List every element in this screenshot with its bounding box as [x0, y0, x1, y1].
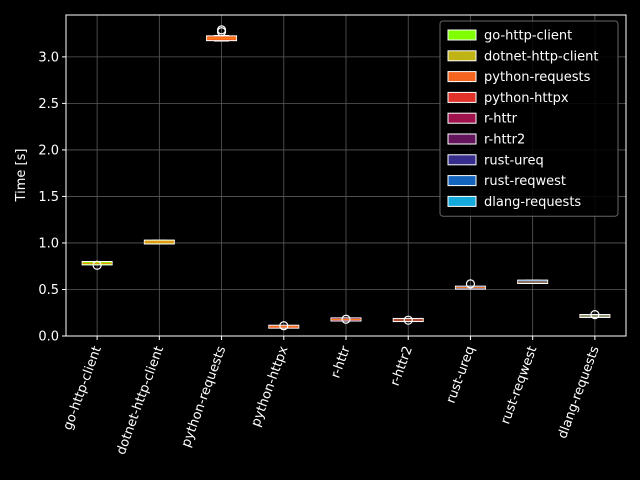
legend-label-python-httpx: python-httpx [484, 91, 569, 106]
box-rust-ureq [454, 279, 486, 290]
y-tick-label: 1.0 [38, 236, 59, 251]
legend-label-dotnet-http-client: dotnet-http-client [484, 49, 598, 64]
legend-label-go-http-client: go-http-client [484, 29, 572, 44]
legend: go-http-client dotnet-http-client python-r… [439, 20, 619, 217]
box-dlang-requests [579, 310, 611, 320]
legend-label-rust-reqwest: rust-reqwest [484, 174, 566, 189]
legend-label-python-requests: python-requests [484, 70, 591, 85]
y-tick-label: 2.5 [38, 97, 59, 112]
legend-swatch-r-httr [447, 112, 477, 124]
legend-swatch-python-requests [447, 71, 477, 83]
legend-swatch-dlang-requests [447, 195, 477, 207]
y-tick-label: 3.0 [38, 50, 59, 65]
box-flier [92, 260, 102, 270]
box-python-requests [206, 25, 238, 42]
legend-swatch-rust-ureq [447, 154, 477, 166]
legend-swatch-go-http-client [447, 29, 477, 41]
box-flier [216, 25, 227, 35]
y-tick-label: 0.0 [38, 330, 59, 345]
box-flier [341, 314, 351, 324]
legend-frame [439, 20, 619, 217]
boxes [81, 25, 611, 331]
box-go-http-client [81, 260, 113, 270]
box-rust-reqwest [517, 279, 549, 284]
box-flier [403, 315, 413, 325]
y-tick-label: 2.0 [38, 143, 59, 158]
y-tick-label: 1.5 [38, 190, 59, 205]
box-flier [465, 279, 476, 289]
legend-label-rust-ureq: rust-ureq [484, 153, 544, 168]
box-python-httpx [268, 321, 300, 331]
legend-swatch-r-httr2 [447, 133, 477, 145]
box-flier [590, 310, 600, 320]
legend-label-r-httr2: r-httr2 [484, 133, 525, 148]
box-r-httr2 [392, 315, 424, 325]
legend-swatch-rust-reqwest [447, 175, 477, 187]
legend-label-dlang-requests: dlang-requests [484, 195, 581, 210]
box-r-httr [330, 314, 362, 324]
legend-label-r-httr: r-httr [484, 112, 518, 127]
legend-swatch-python-httpx [447, 91, 477, 103]
y-tick-label: 0.5 [38, 283, 59, 298]
box-flier [279, 321, 289, 331]
legend-swatch-dotnet-http-client [447, 50, 477, 62]
y-axis-label: Time [s] [14, 149, 29, 203]
box-dotnet-http-client [143, 239, 175, 245]
